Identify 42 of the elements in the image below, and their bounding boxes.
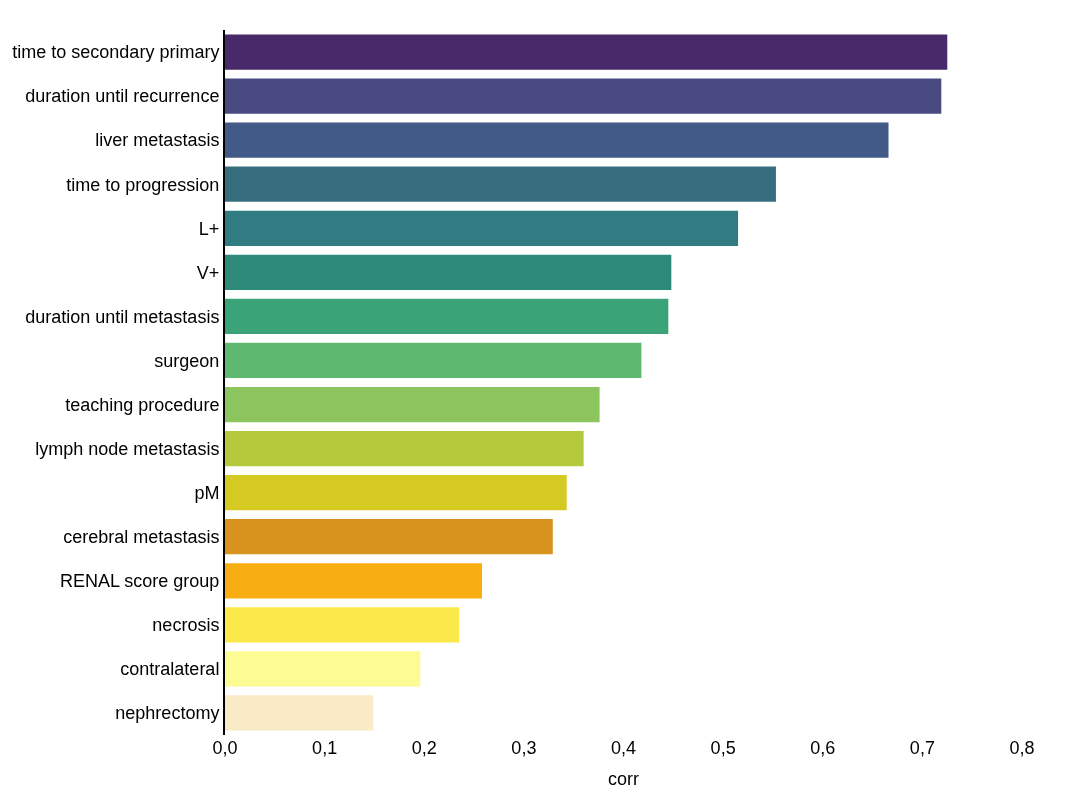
- x-tick-label: 0,5: [710, 738, 736, 758]
- bar: [225, 34, 948, 70]
- bar: [225, 695, 374, 731]
- y-tick-label: duration until recurrence: [25, 86, 220, 107]
- bar: [225, 563, 483, 599]
- x-tick-label: 0,6: [810, 738, 836, 758]
- x-tick-label: 0,2: [411, 738, 437, 758]
- bar: [225, 430, 584, 467]
- bar: [225, 122, 889, 158]
- y-tick-label: lymph node metastasis: [35, 438, 220, 459]
- bar: [225, 166, 776, 202]
- x-tick-label: 0,7: [909, 738, 935, 758]
- y-tick-label: L+: [198, 218, 220, 239]
- bar: [225, 298, 669, 335]
- x-tick-label: 0,1: [312, 738, 338, 758]
- x-tick-label: 0,4: [610, 738, 637, 758]
- bar: [225, 210, 739, 246]
- y-tick-label: surgeon: [154, 350, 220, 371]
- y-tick-label: nephrectomy: [115, 703, 220, 724]
- y-tick-label: liver metastasis: [95, 130, 220, 151]
- y-tick-label: necrosis: [152, 615, 220, 636]
- y-tick-label: time to progression: [66, 174, 220, 195]
- bar: [225, 386, 600, 423]
- y-tick-label: pM: [194, 482, 220, 503]
- bar: [225, 342, 642, 379]
- bar: [225, 651, 421, 687]
- x-tick-label: 0,3: [511, 738, 537, 758]
- y-tick-label: duration until metastasis: [25, 306, 220, 327]
- bar: [225, 78, 942, 114]
- y-tick-label: RENAL score group: [59, 571, 220, 592]
- bar: [225, 475, 567, 511]
- y-tick-label: time to secondary primary: [12, 42, 220, 63]
- x-tick-label: 0,0: [212, 738, 238, 758]
- x-axis-title: corr: [608, 769, 639, 790]
- bar: [225, 519, 553, 555]
- x-tick-label: 0,8: [1009, 738, 1035, 758]
- y-tick-label: V+: [196, 262, 220, 283]
- y-tick-label: cerebral metastasis: [63, 527, 220, 548]
- y-tick-label: contralateral: [120, 659, 220, 680]
- bar: [225, 254, 672, 290]
- bar: [225, 607, 460, 643]
- y-tick-label: teaching procedure: [65, 394, 220, 415]
